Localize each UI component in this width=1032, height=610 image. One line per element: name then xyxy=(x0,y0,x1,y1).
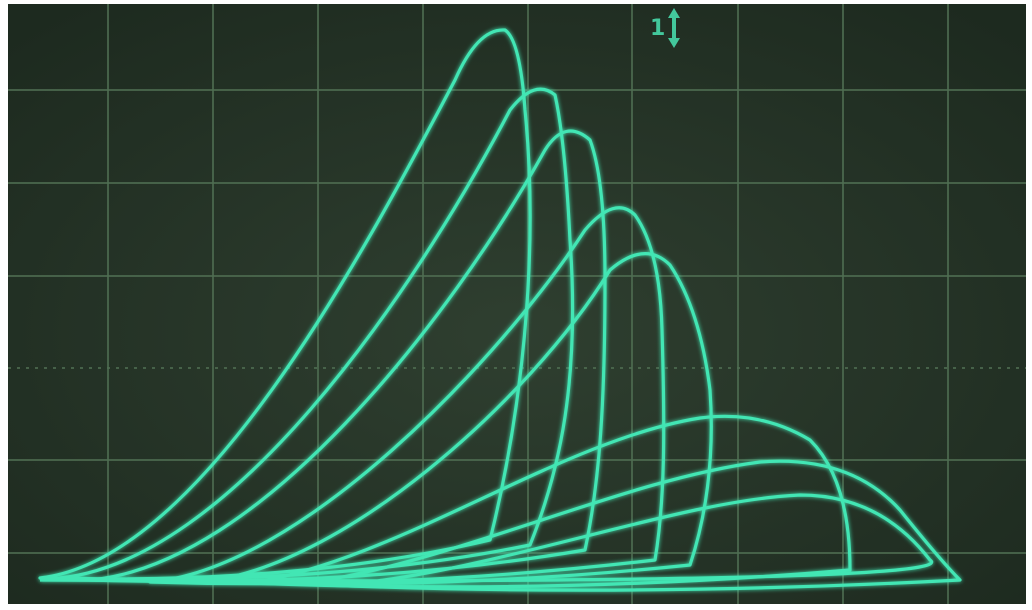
oscilloscope-screen: 1 xyxy=(0,0,1032,610)
channel-marker: 1 xyxy=(650,16,665,41)
screen-background xyxy=(8,4,1026,604)
page: {"screen": {"channel_marker": "1"}} xyxy=(0,0,1032,610)
